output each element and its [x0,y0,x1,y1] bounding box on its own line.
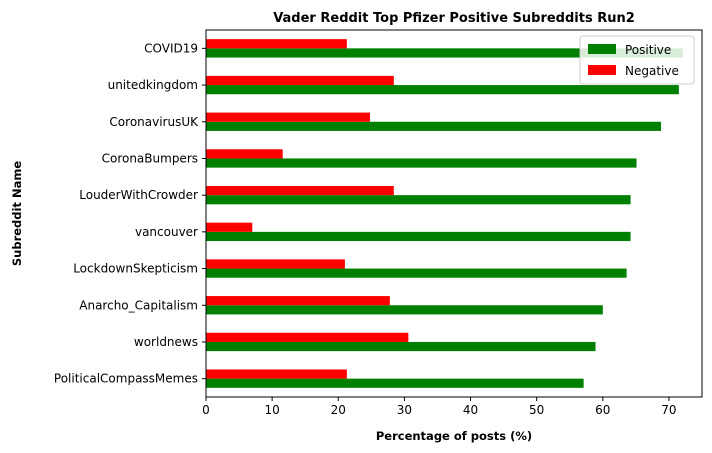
x-tick-label: 10 [264,403,279,417]
bar-positive-LouderWithCrowder [206,195,631,205]
y-tick-label-LouderWithCrowder: LouderWithCrowder [79,188,198,202]
x-tick-label: 40 [463,403,478,417]
bar-negative-CoronaBumpers [206,149,283,159]
bar-positive-LockdownSkepticism [206,268,627,278]
y-axis-ticks: COVID19 unitedkingdom CoronavirusUK CoronaB… [54,41,206,386]
y-tick-label-PoliticalCompassMemes: PoliticalCompassMemes [54,372,198,386]
chart-title: Vader Reddit Top Pfizer Positive Subredd… [273,11,635,26]
bar-negative-worldnews [206,332,409,342]
x-tick-label: 70 [661,403,676,417]
bar-negative-CoronavirusUK [206,112,371,122]
legend-swatch-negative [588,65,616,75]
legend: Positive Negative [579,35,695,85]
y-tick-label-worldnews: worldnews [134,335,198,349]
bar-positive-unitedkingdom [206,85,679,95]
bar-positive-Anarcho_Capitalism [206,305,603,315]
x-axis-label: Percentage of posts (%) [376,429,532,443]
y-tick-label-CoronavirusUK: CoronavirusUK [109,115,199,129]
x-tick-label: 50 [529,403,544,417]
legend-swatch-positive [588,44,616,54]
bar-negative-LockdownSkepticism [206,259,345,269]
x-tick-label: 60 [595,403,610,417]
bar-negative-Anarcho_Capitalism [206,296,390,306]
bar-positive-CoronavirusUK [206,121,661,131]
x-tick-label: 20 [331,403,346,417]
bar-negative-COVID19 [206,39,347,49]
y-tick-label-CoronaBumpers: CoronaBumpers [102,151,198,165]
y-tick-label-vancouver: vancouver [135,225,198,239]
bar-positive-vancouver [206,231,631,242]
legend-label-positive: Positive [625,43,671,57]
x-tick-label: 30 [397,403,412,417]
x-tick-label: 0 [202,403,210,417]
y-tick-label-LockdownSkepticism: LockdownSkepticism [73,262,198,276]
bars [206,39,683,388]
bar-positive-worldnews [206,341,596,352]
y-tick-label-COVID19: COVID19 [144,41,198,55]
plot-frame [205,29,703,398]
bar-negative-LouderWithCrowder [206,185,394,196]
bar-positive-CoronaBumpers [206,158,637,168]
y-axis-label: Subreddit Name [10,161,24,266]
bar-negative-unitedkingdom [206,75,394,86]
bar-positive-COVID19 [206,48,683,58]
y-tick-label-Anarcho_Capitalism: Anarcho_Capitalism [79,298,198,312]
y-tick-label-unitedkingdom: unitedkingdom [108,78,198,92]
bar-negative-vancouver [206,222,253,232]
bar-positive-PoliticalCompassMemes [206,378,584,388]
legend-label-negative: Negative [625,64,679,78]
bar-negative-PoliticalCompassMemes [206,369,347,379]
x-axis-ticks: 0 10 20 30 40 50 60 70 [202,397,677,417]
